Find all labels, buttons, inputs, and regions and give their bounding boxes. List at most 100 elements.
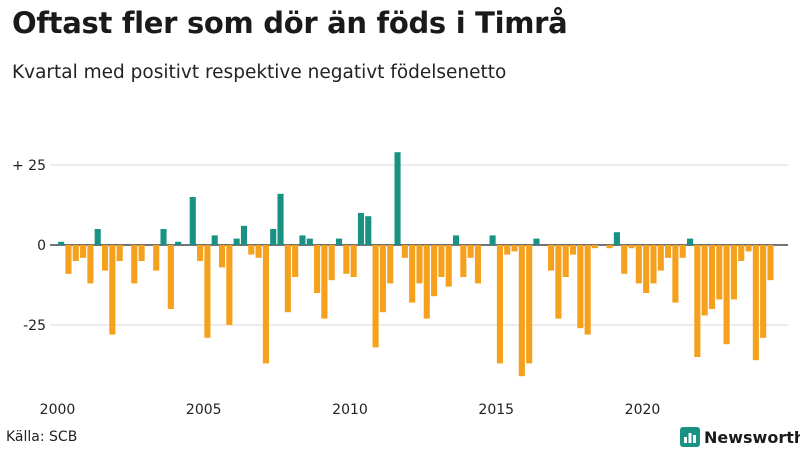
bar-2018K2 [591, 245, 599, 249]
bar-2005K2 [211, 235, 218, 245]
bar-2013K2 [445, 245, 452, 287]
bar-2013K3 [452, 235, 460, 245]
bar-2007K1 [262, 245, 269, 364]
bar-2022K1 [701, 245, 708, 316]
bar-2001K1 [87, 245, 94, 284]
bar-2020K1 [643, 245, 650, 293]
bar-2006K3 [248, 245, 255, 255]
bar-2016K2 [533, 238, 540, 245]
bar-2003K2 [153, 245, 160, 271]
bar-2023K1 [730, 245, 737, 300]
bar-2011K1 [379, 245, 386, 313]
bar-2011K2 [387, 245, 394, 284]
bar-2015K2 [504, 245, 511, 255]
bar-2019K3 [628, 245, 635, 249]
bar-2023K3 [745, 245, 752, 252]
x-tick-label: 2005 [186, 402, 222, 418]
bar-2005K1 [204, 245, 211, 338]
bar-2007K2 [270, 229, 277, 245]
bar-2021K4 [694, 245, 701, 357]
x-tick-label: 2010 [332, 402, 368, 418]
bar-2017K1 [555, 245, 562, 319]
bar-2018K1 [584, 245, 591, 335]
bar-2008K3 [306, 238, 313, 245]
bar-2015K3 [511, 245, 518, 252]
bar-2010K2 [357, 213, 365, 245]
bar-2020K3 [657, 245, 664, 271]
bar-2009K4 [343, 245, 350, 274]
y-tick-label: 0 [37, 238, 46, 254]
chart-subtitle: Kvartal med positivt respektive negativt… [12, 62, 507, 83]
bar-2012K1 [409, 245, 416, 303]
bar-2016K4 [548, 245, 555, 271]
bar-2018K4 [606, 245, 613, 249]
bar-2012K4 [431, 245, 438, 297]
bar-2009K2 [328, 245, 335, 281]
bar-2012K3 [423, 245, 430, 319]
bar-2007K3 [277, 193, 284, 245]
x-tick-label: 2015 [478, 402, 514, 418]
bar-2024K1 [760, 245, 767, 338]
x-tick-label: 2020 [625, 402, 661, 418]
bar-2002K3 [131, 245, 138, 284]
bar-2022K3 [716, 245, 723, 300]
bar-2004K3 [189, 197, 196, 245]
brand-logo: Newsworthy [680, 427, 800, 447]
bar-2005K4 [226, 245, 233, 325]
bar-2014K4 [489, 235, 496, 245]
bar-2006K1 [233, 238, 240, 245]
bar-2012K2 [416, 245, 423, 284]
bar-2024K2 [767, 245, 774, 281]
bar-2011K3 [394, 152, 401, 245]
bar-2007K4 [284, 245, 291, 313]
y-tick-label: + 25 [12, 158, 46, 174]
bar-2021K1 [672, 245, 679, 303]
bar-2002K1 [116, 245, 123, 261]
bar-2019K4 [635, 245, 642, 284]
bar-2000K2 [65, 245, 72, 274]
bar-2004K4 [197, 245, 204, 261]
bar-2022K4 [723, 245, 730, 345]
x-tick-label: 2000 [40, 402, 76, 418]
bar-2015K1 [496, 245, 503, 364]
bar-2019K2 [621, 245, 628, 274]
bar-2008K2 [299, 235, 306, 245]
bar-2020K2 [650, 245, 657, 284]
bar-2016K1 [526, 245, 533, 364]
bar-2021K2 [679, 245, 686, 258]
chart-title: Oftast fler som dör än föds i Timrå [12, 6, 568, 40]
bar-2017K3 [569, 245, 577, 255]
bar-2003K3 [160, 229, 167, 245]
bar-2006K2 [240, 225, 248, 245]
bar-2004K1 [175, 241, 182, 245]
source-note: Källa: SCB [6, 429, 78, 445]
bar-2003K4 [167, 245, 174, 309]
y-tick-label: -25 [23, 318, 46, 334]
bar-2008K4 [314, 245, 321, 293]
bar-2015K4 [518, 245, 525, 377]
y-axis-ticks: + 25 0 -25 [12, 158, 46, 334]
bar-2000K3 [72, 245, 79, 261]
bar-2001K2 [94, 229, 101, 245]
bar-2017K4 [577, 245, 584, 329]
bar-2009K3 [335, 238, 343, 245]
newsworthy-icon [680, 427, 700, 447]
bar-2014K2 [474, 245, 482, 284]
bar-2013K4 [460, 245, 467, 277]
bar-2013K1 [438, 245, 445, 277]
bar-2001K3 [101, 245, 109, 271]
bar-2011K4 [401, 245, 408, 258]
bar-2014K1 [467, 245, 474, 258]
bar-2021K3 [686, 238, 694, 245]
bar-2020K4 [665, 245, 672, 258]
bar-2002K4 [138, 245, 145, 261]
bar-2000K1 [58, 241, 65, 245]
bar-2000K4 [80, 245, 87, 258]
bar-2001K4 [109, 245, 116, 335]
bar-2009K1 [321, 245, 328, 319]
bar-2008K1 [292, 245, 299, 277]
brand-name: Newsworthy [704, 427, 800, 447]
bar-2010K3 [365, 216, 372, 245]
bar-2006K4 [255, 245, 262, 258]
